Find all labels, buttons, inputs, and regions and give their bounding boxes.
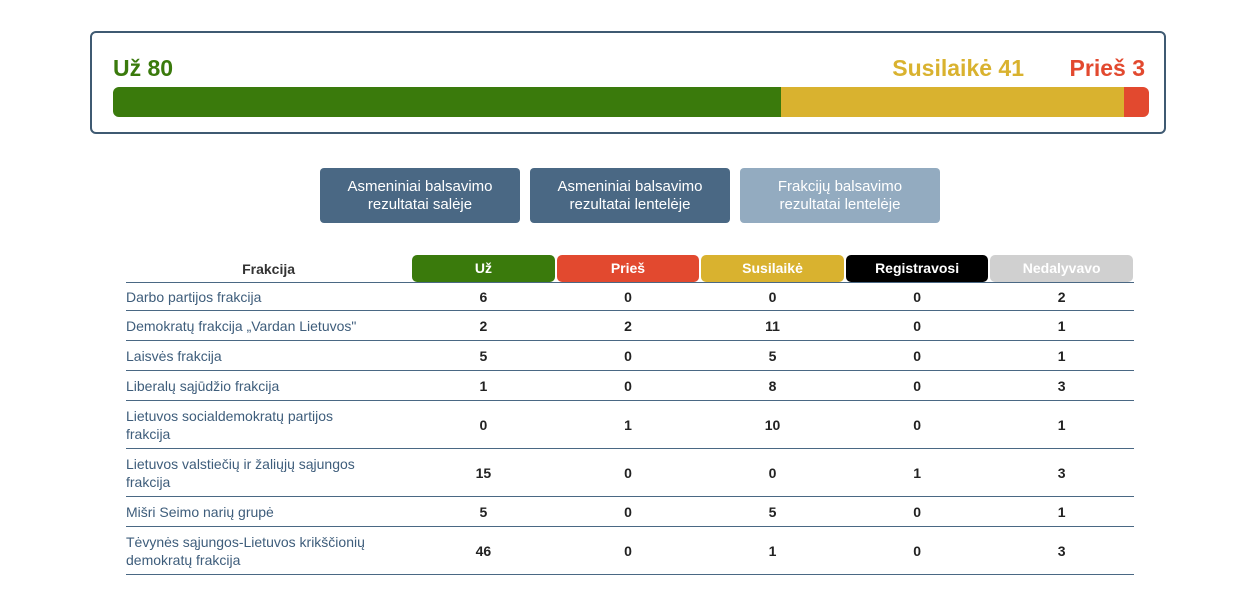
table-row: Mišri Seimo narių grupė 5 0 5 0 1 [126, 497, 1134, 527]
abstain-value: 10 [700, 401, 845, 449]
abstain-value: 0 [700, 449, 845, 497]
registered-value: 0 [844, 341, 990, 371]
personal-results-table-button[interactable]: Asmeniniai balsavimo rezultatai lentelėj… [530, 168, 730, 223]
view-switcher: Asmeniniai balsavimo rezultatai salėje A… [320, 168, 940, 223]
table-header-row: Frakcija Už Prieš Susilaikė Registravosi… [126, 255, 1134, 282]
personal-results-hall-button[interactable]: Asmeniniai balsavimo rezultatai salėje [320, 168, 520, 223]
against-value: 0 [555, 341, 701, 371]
against-value: 0 [555, 449, 701, 497]
against-value: 0 [555, 282, 701, 311]
registered-value: 0 [844, 371, 990, 401]
for-value: 1 [411, 371, 556, 401]
faction-name: Lietuvos valstiečių ir žaliųjų sąjungos … [126, 449, 412, 497]
faction-name: Demokratų frakcija „Vardan Lietuvos" [126, 311, 412, 341]
abstain-value: 0 [700, 282, 845, 311]
absent-value: 3 [989, 371, 1134, 401]
table-row: Lietuvos valstiečių ir žaliųjų sąjungos … [126, 449, 1134, 497]
faction-name: Mišri Seimo narių grupė [126, 497, 412, 527]
abstain-segment [781, 87, 1124, 117]
for-value: 6 [411, 282, 556, 311]
vote-result-bar [113, 87, 1149, 117]
absent-value: 1 [989, 401, 1134, 449]
for-segment [113, 87, 782, 117]
registered-value: 0 [844, 401, 990, 449]
against-value: 0 [555, 527, 701, 575]
table-row: Lietuvos socialdemokratų partijos frakci… [126, 401, 1134, 449]
table-row: Liberalų sąjūdžio frakcija 1 0 8 0 3 [126, 371, 1134, 401]
faction-name: Tėvynės sąjungos-Lietuvos krikščionių de… [126, 527, 412, 575]
for-value: 5 [411, 341, 556, 371]
against-value: 2 [555, 311, 701, 341]
abstain-value: 8 [700, 371, 845, 401]
registered-value: 0 [844, 282, 990, 311]
table-row: Tėvynės sąjungos-Lietuvos krikščionių de… [126, 527, 1134, 575]
abstain-value: 5 [700, 497, 845, 527]
vote-summary-panel: Už 80 Susilaikė 41 Prieš 3 [90, 31, 1166, 134]
faction-results-table-button[interactable]: Frakcijų balsavimo rezultatai lentelėje [740, 168, 940, 223]
absent-column-header: Nedalyvavo [990, 255, 1133, 282]
against-segment [1123, 87, 1149, 117]
table-row: Laisvės frakcija 5 0 5 0 1 [126, 341, 1134, 371]
abstain-value: 11 [700, 311, 845, 341]
faction-results-table: Frakcija Už Prieš Susilaikė Registravosi… [126, 255, 1134, 575]
table-row: Demokratų frakcija „Vardan Lietuvos" 2 2 11… [126, 311, 1134, 341]
for-column-header: Už [412, 255, 555, 282]
against-value: 1 [555, 401, 701, 449]
for-value: 15 [411, 449, 556, 497]
faction-name: Laisvės frakcija [126, 341, 412, 371]
registered-value: 0 [844, 527, 990, 575]
for-value: 5 [411, 497, 556, 527]
absent-value: 2 [989, 282, 1134, 311]
for-value: 2 [411, 311, 556, 341]
registered-value: 1 [844, 449, 990, 497]
for-count-label: Už 80 [113, 55, 174, 81]
against-value: 0 [555, 371, 701, 401]
absent-value: 1 [989, 497, 1134, 527]
table-row: Darbo partijos frakcija 6 0 0 0 2 [126, 282, 1134, 311]
for-value: 46 [411, 527, 556, 575]
against-value: 0 [555, 497, 701, 527]
absent-value: 3 [989, 449, 1134, 497]
absent-value: 1 [989, 311, 1134, 341]
faction-column-header: Frakcija [242, 260, 296, 277]
abstain-column-header: Susilaikė [701, 255, 844, 282]
abstain-count-label: Susilaikė 41 [892, 55, 1024, 81]
against-count-label: Prieš 3 [1069, 55, 1145, 81]
registered-value: 0 [844, 311, 990, 341]
for-value: 0 [411, 401, 556, 449]
abstain-value: 5 [700, 341, 845, 371]
absent-value: 1 [989, 341, 1134, 371]
against-column-header: Prieš [556, 255, 700, 282]
faction-name: Lietuvos socialdemokratų partijos frakci… [126, 401, 412, 449]
registered-column-header: Registravosi [845, 255, 989, 282]
absent-value: 3 [989, 527, 1134, 575]
faction-name: Darbo partijos frakcija [126, 282, 412, 311]
registered-value: 0 [844, 497, 990, 527]
faction-name: Liberalų sąjūdžio frakcija [126, 371, 412, 401]
abstain-value: 1 [700, 527, 845, 575]
